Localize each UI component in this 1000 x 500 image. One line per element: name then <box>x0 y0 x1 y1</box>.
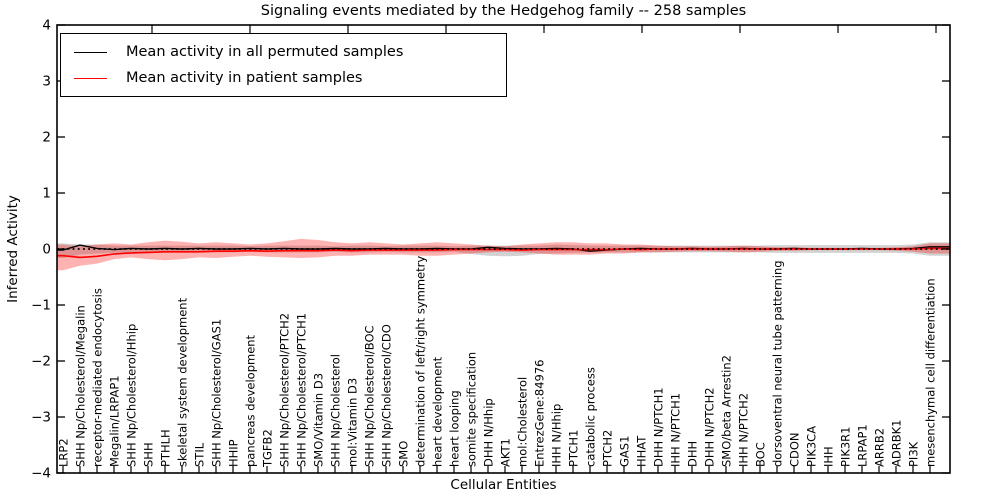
y-ticks: 4 3 2 1 0 −1 −2 −3 −4 <box>31 18 950 482</box>
x-tick-label: SHH <box>142 442 156 467</box>
x-tick-label: mol:Cholesterol <box>516 377 530 467</box>
x-tick-label: TGFB2 <box>261 429 275 468</box>
x-tick-label: SHH Np/Cholesterol/GAS1 <box>210 319 224 467</box>
y-axis-title: Inferred Activity <box>5 195 21 303</box>
legend-entry-permuted: Mean activity in all permuted samples <box>61 44 506 60</box>
x-tick-label: PTCH2 <box>601 430 615 467</box>
x-tick-label: SHH Np/Cholesterol/PTCH1 <box>295 313 309 467</box>
x-tick-label: determination of left/right symmetry <box>414 256 428 467</box>
x-tick-label: PI3K <box>907 441 921 467</box>
x-tick-label: AKT1 <box>499 438 513 467</box>
legend-line-sample-black <box>74 51 107 53</box>
x-tick-label: DHH <box>686 441 700 467</box>
x-tick-label: IHH N/Hhip <box>550 404 564 467</box>
x-tick-labels: LRP2 SHH Np/Cholesterol/Megalin receptor-m… <box>57 256 938 468</box>
x-tick-label: PTCH1 <box>567 430 581 467</box>
x-tick-label: heart looping <box>448 390 462 467</box>
x-tick-label: BOC <box>754 442 768 467</box>
x-tick-label: SHH Np/Cholesterol/PTCH2 <box>278 313 292 467</box>
y-tick-label: 2 <box>42 130 51 146</box>
x-tick-label: DHH N/Hhip <box>482 398 496 467</box>
x-tick-label: STIL <box>193 442 207 467</box>
x-tick-label: Megalin/LRPAP1 <box>108 375 122 467</box>
x-tick-label: HHAT <box>635 435 649 467</box>
x-tick-label: catabolic process <box>584 367 598 467</box>
x-tick-label: somite specification <box>465 352 479 467</box>
y-tick-label: 1 <box>42 186 51 202</box>
x-tick-label: HHIP <box>227 439 241 467</box>
x-tick-label: ADRBK1 <box>890 420 904 467</box>
x-tick-label: SMO/Vitamin D3 <box>312 373 326 467</box>
x-tick-label: LRP2 <box>57 438 71 467</box>
x-tick-label: mesenchymal cell differentiation <box>924 278 938 467</box>
x-tick-label: GAS1 <box>618 436 632 467</box>
x-tick-label: ARRB2 <box>873 428 887 467</box>
x-tick-label: IHH N/PTCH2 <box>737 393 751 467</box>
x-tick-label: CDON <box>788 432 802 467</box>
chart-title: Signaling events mediated by the Hedgeho… <box>260 3 747 19</box>
x-tick-label: SHH Np/Cholesterol/CDO <box>380 324 394 467</box>
x-tick-label: receptor-mediated endocytosis <box>91 288 105 467</box>
x-tick-marks-bottom <box>62 466 931 473</box>
x-tick-label: pancreas development <box>244 334 258 467</box>
x-tick-label: PTHLH <box>159 429 173 467</box>
y-tick-label: 4 <box>42 18 51 34</box>
x-tick-marks-top <box>151 25 937 33</box>
band-patient-sample-range <box>57 238 950 271</box>
x-tick-label: IHH <box>822 446 836 467</box>
x-tick-label: heart development <box>431 356 445 467</box>
x-tick-label: SHH Np/Cholesterol <box>329 354 343 467</box>
legend: Mean activity in all permuted samples Me… <box>60 33 507 97</box>
x-tick-label: SHH Np/Cholesterol/Megalin <box>74 305 88 467</box>
x-tick-label: LRPAP1 <box>856 424 870 467</box>
x-tick-label: PIK3R1 <box>839 427 853 468</box>
x-tick-label: dorsoventral neural tube patterning <box>771 260 785 467</box>
x-tick-label: EntrezGene:84976 <box>533 360 547 467</box>
legend-label: Mean activity in patient samples <box>126 70 363 86</box>
y-tick-label: −1 <box>31 298 51 314</box>
legend-entry-patient: Mean activity in patient samples <box>61 70 506 86</box>
y-tick-label: −4 <box>31 466 51 482</box>
x-tick-label: IHH N/PTCH1 <box>669 393 683 467</box>
x-tick-label: DHH N/PTCH1 <box>652 387 666 467</box>
axes-frame <box>56 24 951 474</box>
y-tick-label: −3 <box>31 410 51 426</box>
x-tick-label: SMO/beta Arrestin2 <box>720 355 734 467</box>
x-tick-label: PIK3CA <box>805 426 819 467</box>
y-tick-label: 3 <box>42 74 51 90</box>
legend-line-sample-red <box>74 77 107 79</box>
x-tick-label: mol:Vitamin D3 <box>346 378 360 467</box>
x-tick-label: SMO <box>397 441 411 467</box>
x-tick-label: SHH Np/Cholesterol/Hhip <box>125 324 139 467</box>
legend-label: Mean activity in all permuted samples <box>126 44 404 60</box>
x-tick-label: SHH Np/Cholesterol/BOC <box>363 325 377 467</box>
x-tick-label: DHH N/PTCH2 <box>703 387 717 467</box>
y-tick-label: 0 <box>42 242 51 258</box>
x-tick-label: skeletal system development <box>176 297 190 467</box>
y-tick-label: −2 <box>31 354 51 370</box>
x-axis-title: Cellular Entities <box>450 477 557 493</box>
